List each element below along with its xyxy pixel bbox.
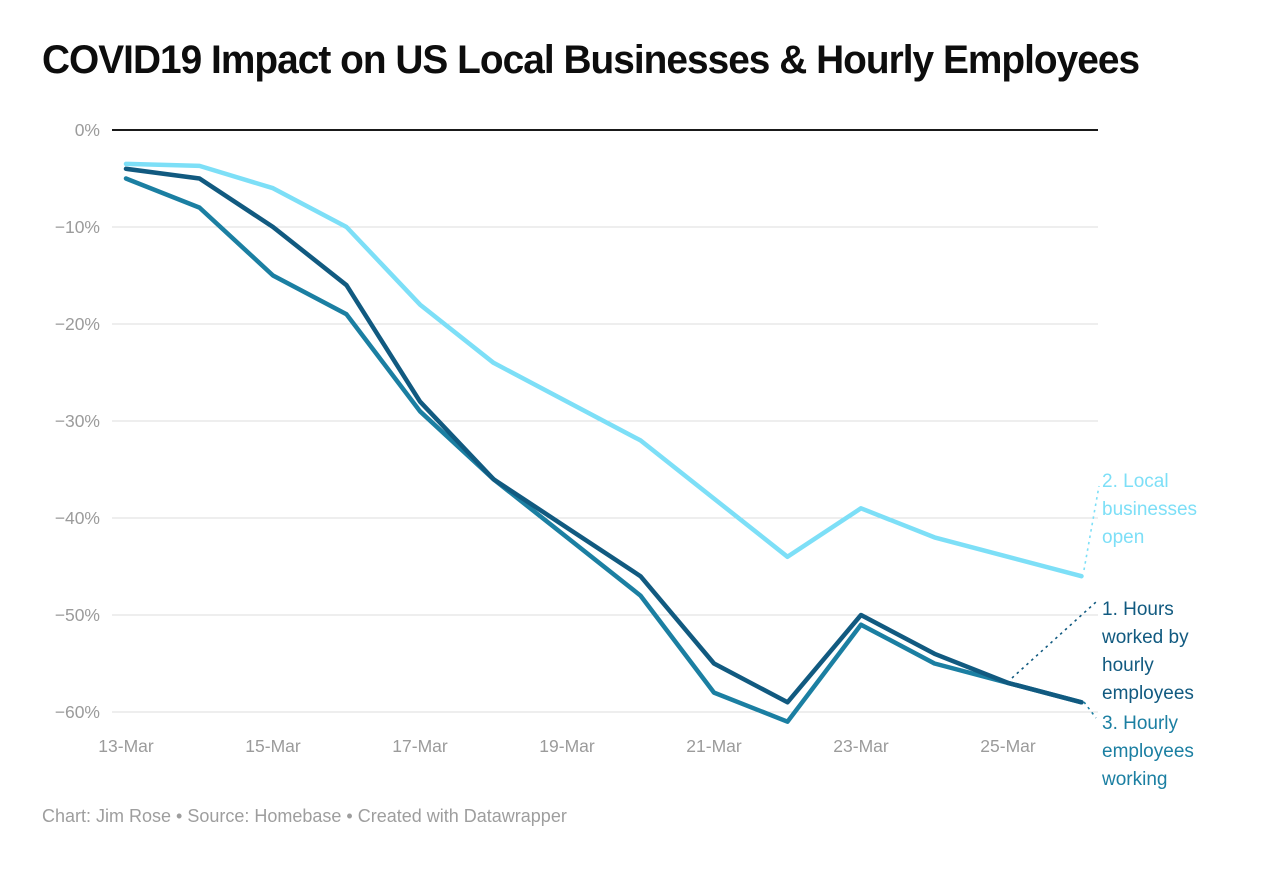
x-tick-label: 19-Mar <box>539 736 595 756</box>
chart-footer: Chart: Jim Rose • Source: Homebase • Cre… <box>42 806 567 826</box>
y-tick-label: −10% <box>55 217 100 237</box>
x-tick-label: 15-Mar <box>245 736 301 756</box>
connector-employees-working <box>1083 701 1097 719</box>
series-line-1 <box>123 166 1084 705</box>
connector-local-businesses <box>1083 485 1100 571</box>
series-label-3: 3. Hourly employees working <box>1102 713 1194 790</box>
x-tick-label: 23-Mar <box>833 736 889 756</box>
y-tick-label: 0% <box>75 120 100 140</box>
series-label-1: 1. Hours worked by hourly employees <box>1102 599 1194 704</box>
y-tick-label: −50% <box>55 605 100 625</box>
y-tick-label: −20% <box>55 314 100 334</box>
chart-title: COVID19 Impact on US Local Businesses & … <box>42 38 1140 82</box>
y-tick-label: −60% <box>55 702 100 722</box>
x-tick-label: 17-Mar <box>392 736 448 756</box>
y-tick-label: −30% <box>55 411 100 431</box>
x-tick-label: 13-Mar <box>98 736 154 756</box>
series-line-3 <box>123 176 1084 724</box>
series-line-2 <box>123 161 1084 579</box>
connector-hours-worked <box>1011 601 1097 679</box>
y-tick-label: −40% <box>55 508 100 528</box>
x-tick-label: 25-Mar <box>980 736 1036 756</box>
x-tick-label: 21-Mar <box>686 736 742 756</box>
series-label-2: 2. Local businesses open <box>1102 471 1198 548</box>
